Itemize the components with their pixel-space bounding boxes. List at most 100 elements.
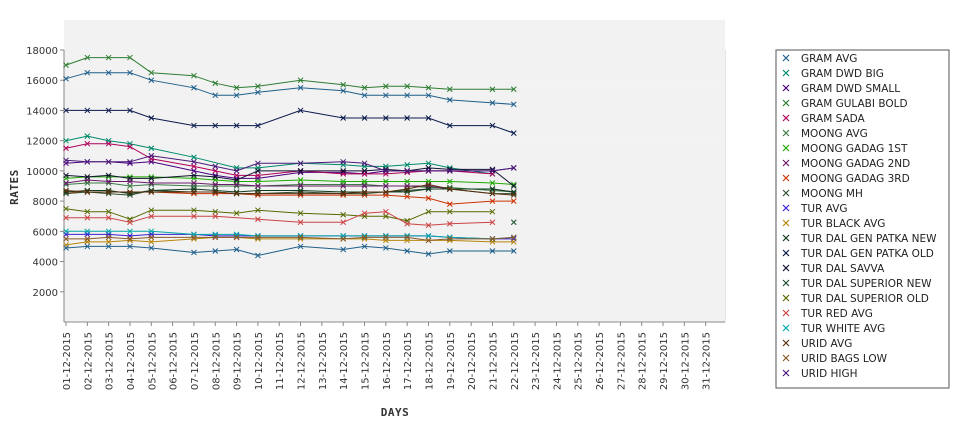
- legend-item: GRAM SADA: [782, 113, 866, 125]
- data-point: [127, 189, 133, 195]
- x-tick-label: 23-12-2015: [531, 332, 542, 390]
- legend-item: TUR DAL SUPERIOR OLD: [782, 293, 929, 305]
- x-tick-label: 02-12-2015: [83, 332, 94, 390]
- data-point: [255, 234, 261, 241]
- data-point: [84, 228, 91, 235]
- x-tick-label: 17-12-2015: [403, 332, 414, 390]
- legend-marker: [782, 54, 790, 62]
- data-point: [84, 158, 91, 165]
- data-point: [297, 210, 304, 217]
- data-point: [127, 107, 133, 114]
- data-point: [63, 205, 69, 212]
- data-point: [84, 189, 91, 195]
- legend-item: GRAM GULABI BOLD: [782, 98, 908, 110]
- legend-label: MOONG GADAG 2ND: [801, 158, 910, 170]
- data-point: [340, 183, 347, 189]
- data-point: [148, 228, 155, 235]
- data-point: [212, 168, 219, 174]
- data-point: [63, 157, 69, 164]
- data-point: [404, 220, 411, 227]
- data-point: [148, 115, 155, 121]
- legend-marker: [782, 369, 790, 377]
- legend-marker: [782, 339, 790, 347]
- legend-marker: [782, 294, 790, 302]
- legend-marker: [782, 324, 790, 332]
- data-point: [340, 190, 347, 197]
- data-point: [297, 107, 304, 114]
- data-point: [382, 213, 389, 220]
- data-point: [489, 86, 496, 93]
- legend-item: TUR DAL GEN PATKA OLD: [782, 248, 934, 260]
- data-point: [510, 86, 517, 93]
- y-tick-label: 16000: [26, 76, 58, 87]
- series-line: [65, 167, 515, 187]
- data-point: [297, 168, 304, 174]
- x-tick-label: 07-12-2015: [190, 332, 201, 390]
- data-point: [212, 92, 219, 99]
- x-tick-label: 29-12-2015: [659, 332, 670, 390]
- data-point: [340, 211, 347, 218]
- data-point: [510, 192, 517, 198]
- y-tick-label: 18000: [26, 46, 58, 57]
- data-point: [404, 178, 411, 185]
- series: [63, 205, 496, 224]
- legend-item: URID BAGS LOW: [782, 353, 888, 365]
- x-tick-label: 24-12-2015: [552, 332, 563, 390]
- legend-marker: [782, 189, 790, 197]
- legend-item: MOONG MH: [782, 188, 863, 200]
- data-point: [340, 168, 347, 174]
- data-point: [425, 208, 432, 215]
- legend-label: TUR RED AVG: [800, 308, 873, 320]
- legend-label: MOONG GADAG 3RD: [801, 173, 910, 185]
- data-point: [382, 178, 389, 185]
- x-tick-label: 30-12-2015: [680, 332, 691, 390]
- data-point: [404, 115, 411, 121]
- legend-marker: [782, 84, 790, 92]
- data-point: [105, 158, 112, 165]
- legend-label: GRAM AVG: [801, 53, 857, 65]
- data-point: [446, 97, 453, 103]
- series-line: [66, 230, 514, 240]
- data-point: [446, 201, 453, 207]
- data-point: [191, 213, 197, 220]
- data-point: [212, 248, 219, 254]
- data-point: [84, 236, 91, 242]
- data-point: [63, 172, 69, 179]
- data-point: [191, 72, 197, 79]
- data-point: [212, 163, 219, 170]
- legend-label: MOONG GADAG 1ST: [801, 143, 908, 155]
- grid-band: [64, 19, 725, 81]
- data-point: [255, 207, 261, 214]
- series: [510, 219, 517, 226]
- data-point: [84, 208, 91, 215]
- data-point: [425, 84, 432, 91]
- data-point: [297, 234, 304, 241]
- data-point: [148, 175, 155, 182]
- data-point: [233, 210, 240, 217]
- data-point: [148, 245, 155, 251]
- data-point: [340, 236, 347, 242]
- legend-item: TUR WHITE AVG: [782, 323, 885, 335]
- x-tick-label: 09-12-2015: [233, 332, 244, 390]
- y-tick-label: 14000: [26, 106, 58, 117]
- data-point: [382, 208, 389, 215]
- data-point: [63, 245, 69, 251]
- data-point: [489, 236, 496, 242]
- x-axis-title: DAYS: [381, 406, 410, 419]
- data-point: [84, 140, 91, 147]
- x-tick-label: 31-12-2015: [702, 332, 713, 390]
- legend-label: GRAM DWD BIG: [801, 68, 884, 80]
- data-point: [361, 84, 368, 91]
- data-point: [127, 54, 133, 61]
- data-point: [212, 208, 219, 215]
- data-point: [148, 152, 155, 159]
- data-point: [446, 178, 453, 185]
- data-point: [510, 248, 517, 254]
- y-tick-label: 4000: [33, 258, 58, 269]
- legend-label: TUR BLACK AVG: [800, 218, 885, 230]
- data-point: [63, 236, 69, 242]
- data-point: [489, 198, 496, 204]
- series-line: [65, 179, 514, 193]
- x-tick-label: 25-12-2015: [574, 332, 585, 390]
- series: [63, 152, 517, 174]
